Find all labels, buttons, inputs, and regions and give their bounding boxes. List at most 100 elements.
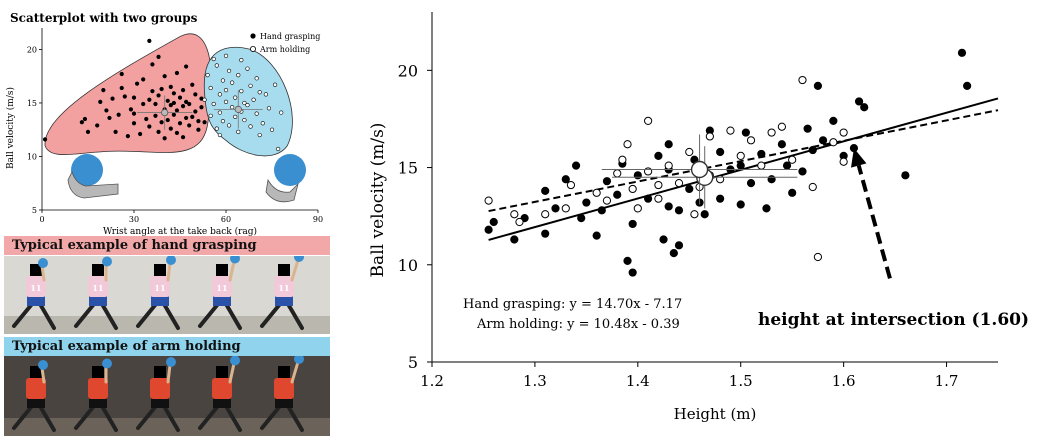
player-shirt [88, 276, 108, 297]
point-hand-grasping [193, 92, 198, 97]
point-arm-holding [220, 78, 226, 83]
face-censor [216, 264, 228, 276]
point-hand-grasping [125, 134, 130, 139]
point-hand-grasping [177, 95, 183, 100]
floor [4, 316, 330, 334]
point-arm-holding [644, 167, 653, 176]
player-leg [100, 302, 118, 330]
point-hand-grasping [190, 114, 195, 119]
player-shirt [26, 378, 46, 399]
point-hand-grasping [101, 87, 106, 93]
point-hand-grasping [860, 103, 869, 112]
point-hand-grasping [808, 145, 817, 155]
jersey-number: 11 [216, 283, 227, 293]
right-y-tick-label: 20 [398, 61, 418, 80]
point-hand-grasping [180, 104, 186, 109]
jersey-number: 11 [30, 283, 41, 293]
right-axes: 1.2 1.3 1.4 1.5 1.6 1.7 5 10 15 20 [398, 12, 998, 390]
point-hand-grasping [153, 113, 158, 118]
point-arm-holding [716, 175, 725, 184]
point-hand-grasping [767, 175, 776, 184]
ball-icon [38, 360, 48, 370]
player-leg [74, 404, 96, 430]
point-hand-grasping [150, 89, 155, 94]
point-hand-grasping [685, 184, 694, 194]
point-hand-grasping [190, 82, 195, 87]
player-shorts [89, 398, 107, 408]
point-arm-holding [245, 66, 250, 71]
point-hand-grasping [199, 105, 204, 110]
left-y-tick-label: 15 [27, 99, 37, 108]
point-hand-grasping [700, 210, 709, 219]
right-x-tick-label: 1.2 [420, 372, 444, 390]
point-arm-holding [279, 110, 284, 115]
player-leg [136, 302, 158, 328]
point-arm-holding [242, 117, 247, 123]
left-x-axis-label: Wrist angle at the take back (rag) [103, 226, 257, 236]
point-hand-grasping [777, 140, 786, 149]
ball-icon [294, 256, 304, 262]
point-arm-holding [245, 102, 250, 108]
point-arm-holding [202, 97, 207, 102]
right-x-tick-label: 1.3 [523, 372, 547, 390]
point-arm-holding [239, 89, 244, 94]
ball-icon [294, 356, 304, 364]
left-x-tick-label: 90 [313, 215, 323, 224]
point-hand-grasping [128, 107, 134, 112]
point-arm-holding [685, 147, 694, 157]
point-hand-grasping [187, 101, 192, 107]
player-shorts [27, 398, 45, 408]
point-hand-grasping [95, 123, 100, 128]
player-shorts [213, 296, 231, 306]
point-arm-holding [276, 146, 281, 152]
ball-icon [71, 154, 103, 186]
point-hand-grasping [168, 102, 173, 108]
point-hand-grasping [168, 84, 173, 89]
point-hand-grasping [736, 200, 745, 209]
player-figure: 11 [74, 256, 118, 330]
player-leg [260, 302, 282, 328]
point-hand-grasping [957, 48, 967, 57]
banner-arm-holding: Typical example of arm holding [4, 337, 330, 356]
right-points [484, 48, 972, 277]
point-hand-grasping [119, 85, 124, 91]
point-hand-grasping [79, 120, 84, 125]
right-x-tick-label: 1.6 [832, 372, 856, 390]
player-arm [290, 360, 300, 384]
left-x-tick-label: 30 [129, 215, 139, 224]
point-hand-grasping [757, 149, 766, 159]
face-censor [216, 366, 228, 378]
face-censor [30, 264, 42, 276]
ball-icon [102, 256, 112, 267]
annotation-arrow-head [851, 148, 867, 168]
point-hand-grasping [628, 268, 637, 277]
point-hand-grasping [551, 204, 560, 213]
left-y-tick-label: 20 [27, 45, 37, 54]
point-hand-grasping [963, 81, 972, 90]
point-hand-grasping [582, 198, 591, 207]
face-censor [154, 264, 166, 276]
point-arm-holding [257, 132, 262, 138]
annotation-arrow-shaft [856, 164, 892, 279]
point-arm-holding [705, 132, 714, 141]
point-arm-holding [602, 196, 612, 205]
photo-strip-arm-holding [4, 356, 330, 436]
point-hand-grasping [541, 229, 550, 238]
legend-label-arm-holding: Arm holding [259, 45, 310, 54]
player-arm [166, 363, 172, 384]
point-hand-grasping [122, 94, 127, 99]
point-arm-holding [230, 105, 235, 110]
annotation-label: height at intersection (1.60) [758, 310, 1029, 330]
player-shorts [151, 296, 169, 306]
player-figure: 11 [260, 256, 304, 330]
player-leg [162, 404, 180, 432]
ball-icon [102, 358, 112, 369]
point-arm-holding [233, 114, 238, 119]
point-hand-grasping [716, 147, 725, 157]
point-arm-holding [260, 121, 265, 126]
point-hand-grasping [628, 219, 637, 229]
point-hand-grasping [113, 129, 118, 134]
right-x-axis-label: Height (m) [674, 405, 757, 423]
point-arm-holding [592, 188, 601, 197]
point-hand-grasping [674, 206, 684, 215]
